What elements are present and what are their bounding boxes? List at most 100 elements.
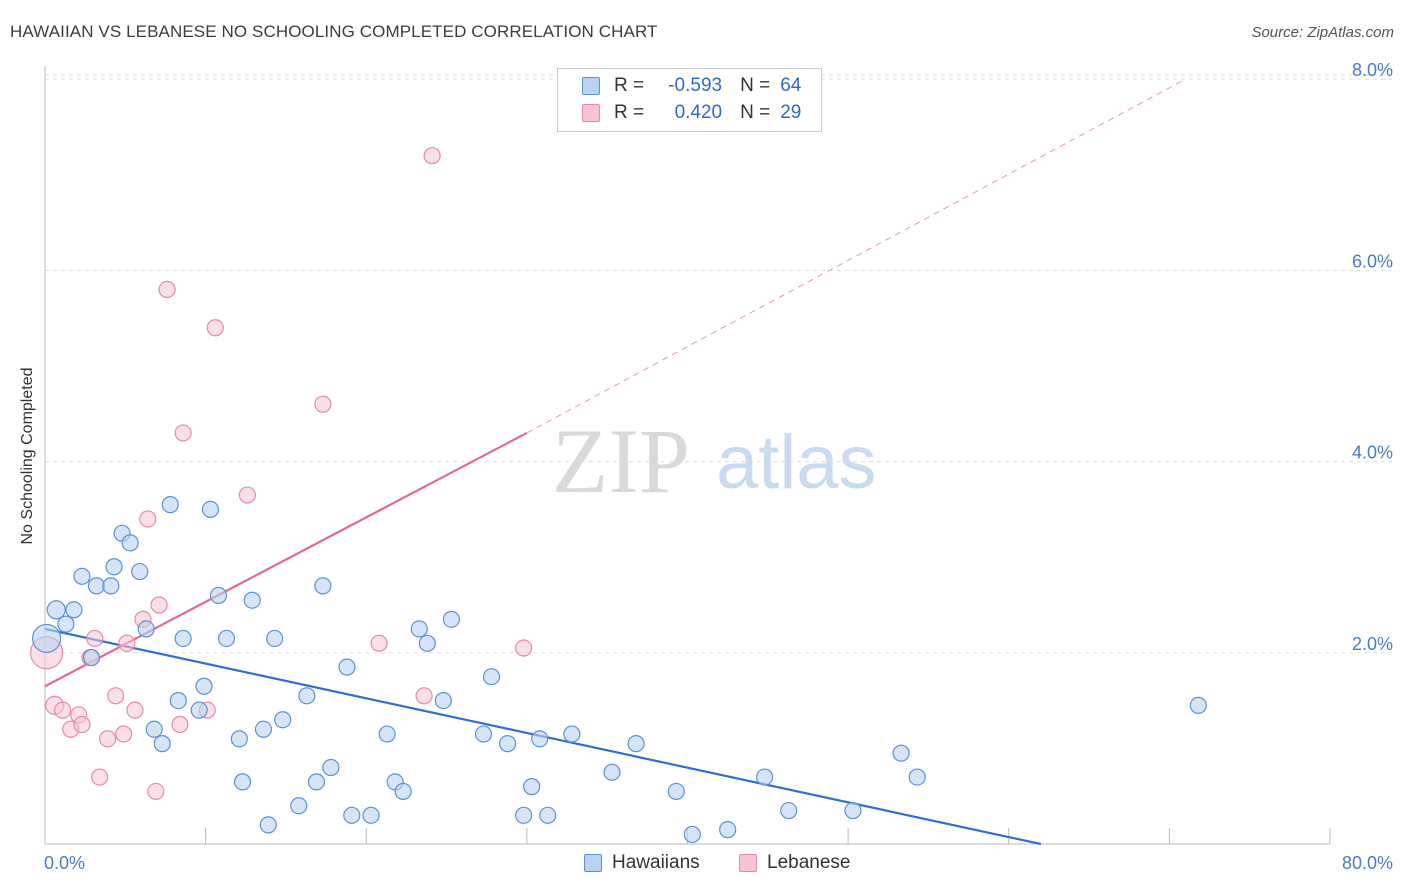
- point-hawaiians: [539, 806, 557, 824]
- legend-r-value: -0.593: [668, 75, 723, 96]
- data-points: [30, 147, 1207, 844]
- point-hawaiians: [499, 735, 517, 753]
- point-hawaiians: [274, 711, 292, 729]
- watermark: ZIP atlas: [552, 410, 877, 512]
- trend-line-lebanese-extension: [526, 78, 1186, 434]
- legend-r-label: R =: [614, 75, 645, 96]
- point-hawaiians: [314, 577, 332, 595]
- point-hawaiians: [563, 725, 581, 743]
- point-hawaiians: [418, 634, 436, 652]
- point-hawaiians: [474, 725, 493, 743]
- point-hawaiians: [102, 577, 120, 595]
- point-lebanese: [370, 634, 388, 652]
- point-lebanese: [423, 147, 441, 165]
- y-tick-label: 6.0%: [1352, 251, 1393, 271]
- legend-n-label: N =: [740, 75, 771, 96]
- bottom-legend-lebanese: Lebanese: [739, 852, 850, 874]
- point-hawaiians: [82, 648, 101, 667]
- point-lebanese: [86, 629, 104, 648]
- grid-lines: [45, 74, 1392, 654]
- point-hawaiians: [298, 687, 316, 705]
- point-hawaiians: [201, 500, 220, 518]
- point-hawaiians: [515, 806, 533, 824]
- point-hawaiians: [57, 615, 75, 633]
- point-hawaiians: [482, 668, 501, 686]
- legend-row-hawaiians: R = -0.593 N = 64: [582, 74, 801, 98]
- point-hawaiians: [254, 720, 273, 738]
- point-hawaiians: [266, 629, 284, 648]
- watermark-zip: ZIP: [552, 410, 690, 512]
- point-lebanese: [126, 701, 144, 719]
- point-lebanese: [415, 687, 433, 705]
- point-lebanese: [99, 730, 117, 748]
- point-hawaiians: [362, 806, 380, 824]
- point-hawaiians: [105, 558, 123, 576]
- point-hawaiians: [46, 600, 66, 620]
- point-hawaiians: [217, 629, 236, 648]
- y-tick-label: 2.0%: [1352, 634, 1393, 654]
- point-hawaiians: [290, 797, 308, 815]
- point-hawaiians: [603, 763, 621, 781]
- point-hawaiians: [780, 801, 798, 820]
- legend-swatch-blue: [582, 77, 600, 95]
- point-hawaiians: [230, 730, 248, 748]
- point-hawaiians: [121, 534, 139, 552]
- bottom-legend-label: Hawaiians: [612, 852, 700, 873]
- point-hawaiians: [378, 725, 396, 743]
- point-hawaiians: [322, 758, 340, 777]
- bottom-legend-swatch-blue: [584, 854, 602, 872]
- point-hawaiians: [338, 658, 356, 676]
- point-hawaiians: [243, 591, 261, 609]
- point-hawaiians: [844, 801, 862, 820]
- point-hawaiians: [233, 773, 252, 791]
- bottom-legend-label: Lebanese: [767, 852, 851, 873]
- point-hawaiians: [259, 816, 277, 834]
- x-tick-label-max: 80.0%: [1342, 853, 1393, 873]
- point-hawaiians: [137, 620, 155, 638]
- point-hawaiians: [683, 825, 701, 844]
- x-tick-label-min: 0.0%: [44, 853, 85, 873]
- point-lebanese: [206, 319, 224, 337]
- point-lebanese: [54, 701, 72, 719]
- bottom-legend-swatch-pink: [739, 854, 757, 872]
- legend-r-label: R =: [614, 102, 645, 123]
- point-hawaiians: [442, 610, 460, 628]
- point-lebanese: [107, 687, 125, 705]
- point-hawaiians: [394, 782, 412, 801]
- point-hawaiians: [523, 778, 541, 796]
- source-label: Source: ZipAtlas.com: [1251, 24, 1394, 41]
- point-lebanese: [515, 639, 533, 657]
- legend-n-value: 29: [780, 102, 802, 123]
- point-hawaiians: [65, 601, 83, 619]
- point-hawaiians: [627, 735, 645, 753]
- point-hawaiians: [145, 720, 163, 738]
- point-hawaiians: [307, 773, 326, 791]
- point-lebanese: [314, 395, 332, 413]
- point-lebanese: [150, 596, 168, 614]
- chart-title: HAWAIIAN VS LEBANESE NO SCHOOLING COMPLE…: [10, 22, 658, 41]
- point-hawaiians: [1189, 696, 1207, 714]
- point-lebanese: [73, 715, 91, 734]
- point-hawaiians: [531, 730, 549, 748]
- point-hawaiians: [892, 744, 910, 762]
- point-hawaiians: [410, 620, 428, 638]
- bottom-legend-hawaiians: Hawaiians: [584, 852, 700, 874]
- tick-labels: 2.0% 4.0% 6.0% 8.0% 0.0% 80.0%: [44, 60, 1393, 873]
- point-lebanese: [238, 486, 256, 504]
- point-hawaiians: [131, 562, 149, 581]
- bottom-legend: Hawaiians Lebanese: [0, 852, 1406, 876]
- point-hawaiians: [209, 586, 228, 605]
- point-hawaiians: [32, 623, 62, 654]
- point-hawaiians: [153, 735, 171, 753]
- legend-r-value: 0.420: [674, 102, 723, 123]
- point-hawaiians: [87, 577, 106, 595]
- point-hawaiians: [73, 567, 91, 585]
- point-hawaiians: [343, 806, 361, 824]
- point-hawaiians: [908, 768, 926, 786]
- point-lebanese: [158, 280, 176, 299]
- legend-row-lebanese: R = 0.420 N = 29: [582, 101, 801, 125]
- point-lebanese: [171, 715, 189, 734]
- point-lebanese: [147, 782, 165, 801]
- legend-n-label: N =: [740, 102, 771, 123]
